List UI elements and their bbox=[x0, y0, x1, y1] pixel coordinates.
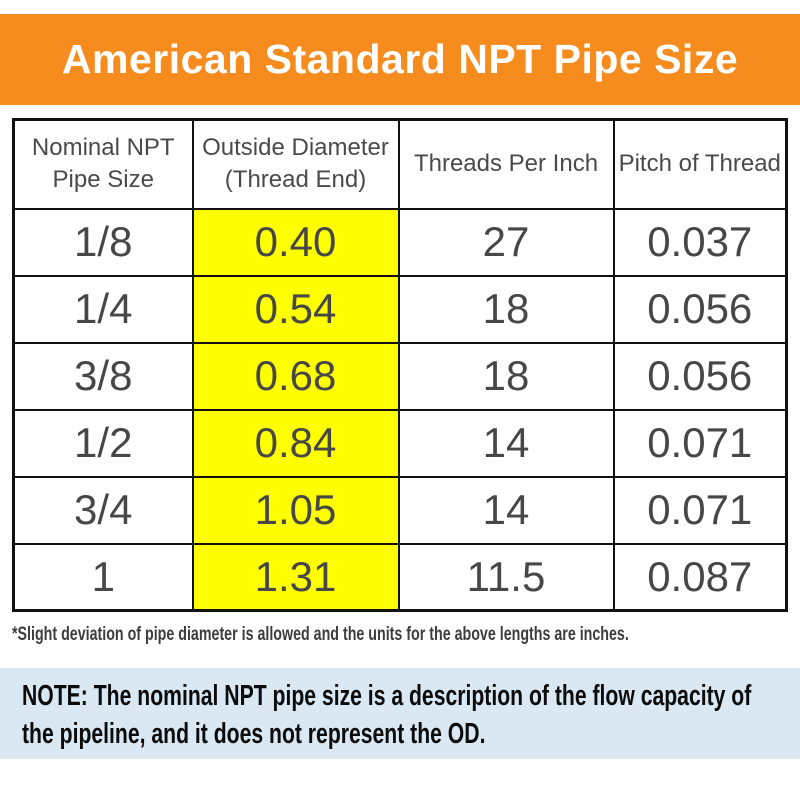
cell-outside-diameter: 0.40 bbox=[191, 207, 400, 277]
cell-threads-per-inch: 14 bbox=[397, 475, 615, 545]
table-row: 1 1.31 11.5 0.087 bbox=[12, 542, 788, 612]
cell-nominal-size: 1/2 bbox=[12, 408, 194, 478]
cell-nominal-size: 3/8 bbox=[12, 341, 194, 411]
cell-pitch-of-thread: 0.037 bbox=[612, 207, 788, 277]
cell-pitch-of-thread: 0.071 bbox=[612, 475, 788, 545]
column-header-nominal-size: Nominal NPT Pipe Size bbox=[12, 118, 194, 210]
footnote-text: *Slight deviation of pipe diameter is al… bbox=[12, 624, 629, 645]
cell-nominal-size: 1/8 bbox=[12, 207, 194, 277]
table-header-row: Nominal NPT Pipe Size Outside Diameter (… bbox=[12, 118, 788, 210]
table-row: 1/4 0.54 18 0.056 bbox=[12, 274, 788, 344]
cell-threads-per-inch: 27 bbox=[397, 207, 615, 277]
cell-outside-diameter: 1.31 bbox=[191, 542, 400, 612]
table-row: 3/8 0.68 18 0.056 bbox=[12, 341, 788, 411]
cell-pitch-of-thread: 0.056 bbox=[612, 274, 788, 344]
cell-pitch-of-thread: 0.071 bbox=[612, 408, 788, 478]
cell-nominal-size: 1 bbox=[12, 542, 194, 612]
column-header-outside-diameter: Outside Diameter (Thread End) bbox=[191, 118, 400, 210]
note-box: NOTE: The nominal NPT pipe size is a des… bbox=[0, 668, 800, 759]
cell-pitch-of-thread: 0.087 bbox=[612, 542, 788, 612]
note-line: NOTE: The nominal NPT pipe size is a des… bbox=[22, 680, 752, 712]
cell-threads-per-inch: 18 bbox=[397, 274, 615, 344]
npt-size-table: Nominal NPT Pipe Size Outside Diameter (… bbox=[12, 118, 788, 612]
title-banner: American Standard NPT Pipe Size bbox=[0, 14, 800, 105]
cell-threads-per-inch: 11.5 bbox=[397, 542, 615, 612]
note-line: the pipeline, and it does not represent … bbox=[22, 718, 486, 751]
table-row: 1/2 0.84 14 0.071 bbox=[12, 408, 788, 478]
cell-threads-per-inch: 14 bbox=[397, 408, 615, 478]
cell-outside-diameter: 0.68 bbox=[191, 341, 400, 411]
column-header-threads-per-inch: Threads Per Inch bbox=[397, 118, 615, 210]
cell-pitch-of-thread: 0.056 bbox=[612, 341, 788, 411]
cell-nominal-size: 3/4 bbox=[12, 475, 194, 545]
cell-threads-per-inch: 18 bbox=[397, 341, 615, 411]
footnote: *Slight deviation of pipe diameter is al… bbox=[12, 624, 800, 646]
cell-outside-diameter: 0.54 bbox=[191, 274, 400, 344]
cell-nominal-size: 1/4 bbox=[12, 274, 194, 344]
column-header-pitch-of-thread: Pitch of Thread bbox=[612, 118, 788, 210]
cell-outside-diameter: 1.05 bbox=[191, 475, 400, 545]
page-title: American Standard NPT Pipe Size bbox=[61, 36, 739, 82]
table-row: 1/8 0.40 27 0.037 bbox=[12, 207, 788, 277]
table-row: 3/4 1.05 14 0.071 bbox=[12, 475, 788, 545]
cell-outside-diameter: 0.84 bbox=[191, 408, 400, 478]
